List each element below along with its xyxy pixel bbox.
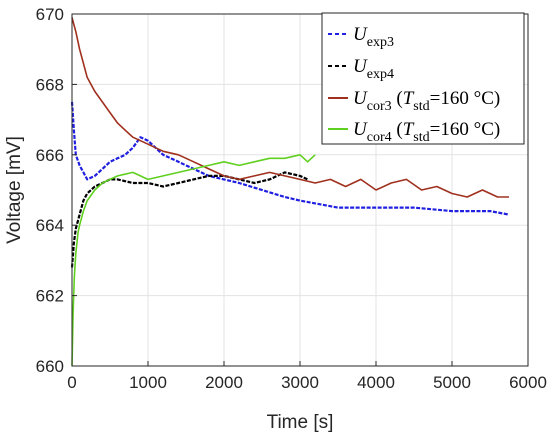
series-line-cor4	[71, 154, 316, 367]
x-tick-label: 1000	[129, 373, 167, 392]
legend-entry-cor3: Ucor3 (Tstd=160 °C)	[353, 88, 500, 114]
x-tick-label: 2000	[205, 373, 243, 392]
legend-text-part: =160 °C)	[430, 88, 501, 109]
y-tick-label: 670	[36, 5, 64, 24]
legend-text-part: T	[403, 88, 415, 109]
y-tick-label: 662	[36, 287, 64, 306]
y-tick-label: 664	[36, 216, 64, 235]
x-tick-label: 3000	[281, 373, 319, 392]
series-layer	[70, 17, 510, 367]
legend-text-part: (	[392, 119, 403, 140]
legend-text-part: std	[413, 130, 429, 145]
legend-text-part: =160 °C)	[430, 119, 501, 140]
legend-text-part: cor4	[367, 130, 392, 145]
legend-text-part: T	[403, 119, 415, 140]
legend-text-part: U	[353, 88, 368, 109]
legend-entry-exp4: Uexp4	[353, 56, 394, 82]
legend-text-part: U	[353, 119, 368, 140]
series-line-cor3	[71, 17, 509, 198]
legend-text-part: exp4	[367, 67, 394, 82]
x-tick-label: 5000	[433, 373, 471, 392]
y-tick-label: 666	[36, 146, 64, 165]
y-tick-label: 660	[36, 357, 64, 376]
x-tick-label: 0	[67, 373, 76, 392]
x-axis-label: Time [s]	[267, 412, 334, 433]
legend-text-part: cor3	[367, 99, 392, 114]
tick-labels: 0 1000 2000 3000 4000 5000 6000 660 662 664 666 668…	[36, 5, 547, 392]
x-tick-label: 6000	[509, 373, 547, 392]
legend-text-part: exp3	[367, 35, 394, 50]
legend-entry-cor4: Ucor4 (Tstd=160 °C)	[353, 119, 500, 145]
legend-text-part: std	[413, 99, 429, 114]
legend-entry-exp3: Uexp3	[353, 24, 394, 50]
series-line-exp4	[70, 171, 309, 268]
legend-box	[321, 12, 525, 145]
x-tick-label: 4000	[357, 373, 395, 392]
legend-text-part: U	[353, 56, 368, 77]
series-line-exp3	[70, 101, 510, 216]
y-tick-label: 668	[36, 75, 64, 94]
legend-text-part: U	[353, 24, 368, 45]
legend-text-part: (	[392, 88, 403, 109]
y-axis-label: Voltage [mV]	[4, 136, 25, 244]
